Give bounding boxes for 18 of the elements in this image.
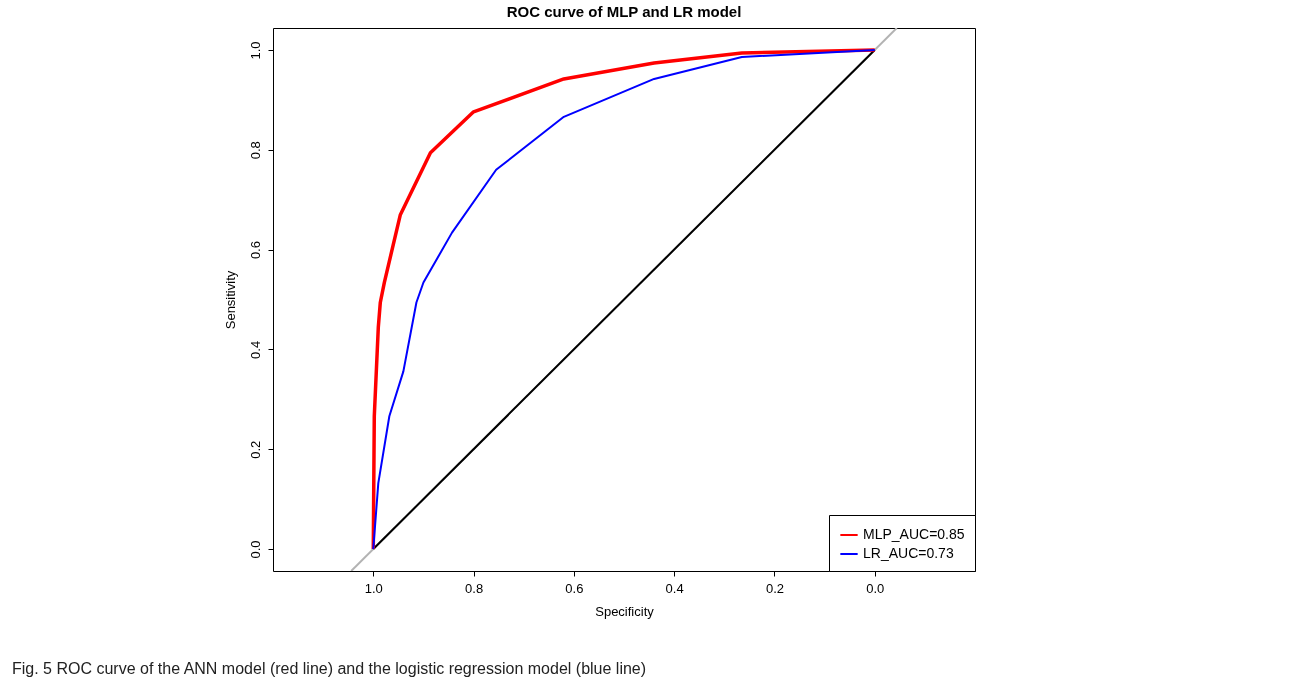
x-tick-label: 1.0 — [364, 580, 383, 596]
x-tick-label: 0.8 — [465, 580, 484, 596]
legend-label: LR_AUC=0.73 — [863, 545, 954, 561]
chart-title: ROC curve of MLP and LR model — [506, 3, 742, 20]
y-tick-label: 0.8 — [247, 141, 263, 160]
y-tick-label: 0.0 — [247, 540, 263, 559]
y-axis-title: Sensitivity — [222, 270, 238, 330]
x-tick-label: 0.4 — [665, 580, 684, 596]
x-tick-label: 0.6 — [565, 580, 584, 596]
x-tick-label: 0.0 — [866, 580, 885, 596]
caption: Fig. 5 ROC curve of the ANN model (red line) and the logistic regression model (blue line) — [12, 660, 647, 678]
y-tick-label: 0.4 — [247, 340, 263, 359]
y-tick-label: 1.0 — [247, 41, 263, 60]
y-tick-label: 0.6 — [247, 241, 263, 260]
y-tick-label: 0.2 — [247, 440, 263, 459]
x-axis-title: Specificity — [595, 603, 655, 619]
legend-label: MLP_AUC=0.85 — [863, 526, 965, 542]
x-tick-label: 0.2 — [765, 580, 784, 596]
